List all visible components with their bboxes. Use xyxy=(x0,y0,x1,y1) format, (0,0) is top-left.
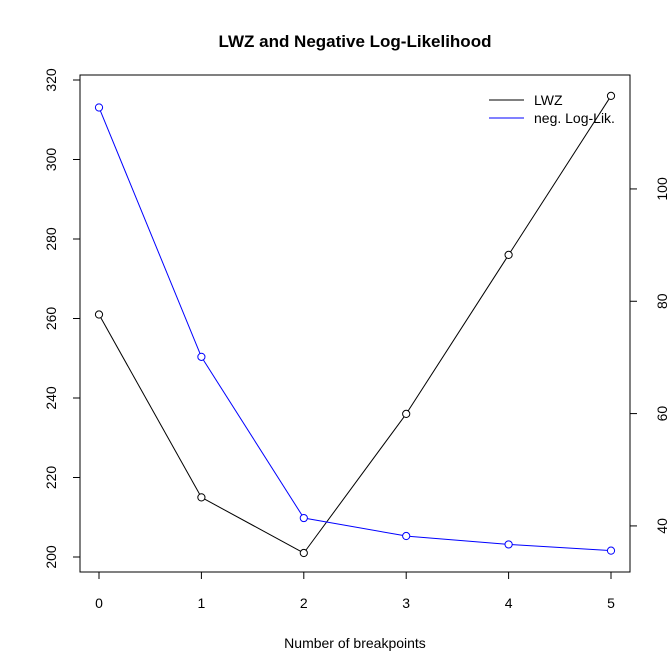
series-lwz-point xyxy=(94,310,104,319)
x-tick-label: 4 xyxy=(505,595,513,611)
y-left-tick-label: 260 xyxy=(43,307,59,331)
series-lwz-point xyxy=(299,548,308,558)
series-neg-log-lik-segment xyxy=(202,359,303,516)
x-tick-label: 1 xyxy=(198,595,206,611)
plot-frame xyxy=(79,74,631,573)
y-axis-right: 40 60 80 100 xyxy=(629,177,670,534)
x-tick-label: 0 xyxy=(95,595,103,611)
y-left-tick-label: 220 xyxy=(43,466,59,490)
series-neg-log-lik-point xyxy=(504,540,513,549)
legend-label: neg. Log-Lik. xyxy=(534,110,615,126)
x-tick-label: 5 xyxy=(607,595,615,611)
series-lwz-point xyxy=(606,91,616,101)
x-tick-label: 3 xyxy=(402,595,410,611)
series-neg-log-lik-segment xyxy=(99,110,201,354)
series-lwz-segment xyxy=(407,257,508,412)
y-left-tick-label: 320 xyxy=(43,68,59,92)
y-left-tick-label: 280 xyxy=(43,227,59,251)
legend: LWZ neg. Log-Lik. xyxy=(489,92,615,126)
series-neg-log-lik-segment xyxy=(307,518,403,536)
series-lwz-segment xyxy=(305,416,405,551)
series-neg-log-lik-segment xyxy=(512,544,608,551)
series-neg-log-lik-point xyxy=(94,103,104,112)
series-lwz-segment xyxy=(100,317,201,495)
y-right-tick-label: 80 xyxy=(654,293,670,309)
series-lwz-point xyxy=(504,250,513,259)
series-lwz-segment xyxy=(510,98,610,253)
series-neg-log-lik-point xyxy=(606,546,616,555)
y-left-tick-label: 300 xyxy=(43,148,59,172)
y-left-tick-label: 200 xyxy=(43,545,59,569)
series-lwz-point xyxy=(402,409,411,418)
x-axis: 0 1 2 3 4 5 xyxy=(95,571,615,611)
x-axis-label: Number of breakpoints xyxy=(284,635,426,651)
series-lwz-segment xyxy=(204,498,301,552)
x-tick-label: 2 xyxy=(300,595,308,611)
series-neg-log-lik-point xyxy=(402,531,411,541)
y-axis-left: 200 220 240 260 280 300 320 xyxy=(43,68,81,569)
y-right-tick-label: 40 xyxy=(654,518,670,534)
y-right-tick-label: 100 xyxy=(654,177,670,201)
series-neg-log-lik-segment xyxy=(409,535,506,545)
series-lwz-point xyxy=(197,493,206,502)
y-left-tick-label: 240 xyxy=(43,386,59,410)
series-neg-log-lik-point xyxy=(197,352,206,361)
series-layer xyxy=(94,91,616,558)
legend-label: LWZ xyxy=(534,92,563,108)
series-neg-log-lik-point xyxy=(299,513,308,523)
y-right-tick-label: 60 xyxy=(654,406,670,422)
chart-title: LWZ and Negative Log-Likelihood xyxy=(219,32,492,51)
